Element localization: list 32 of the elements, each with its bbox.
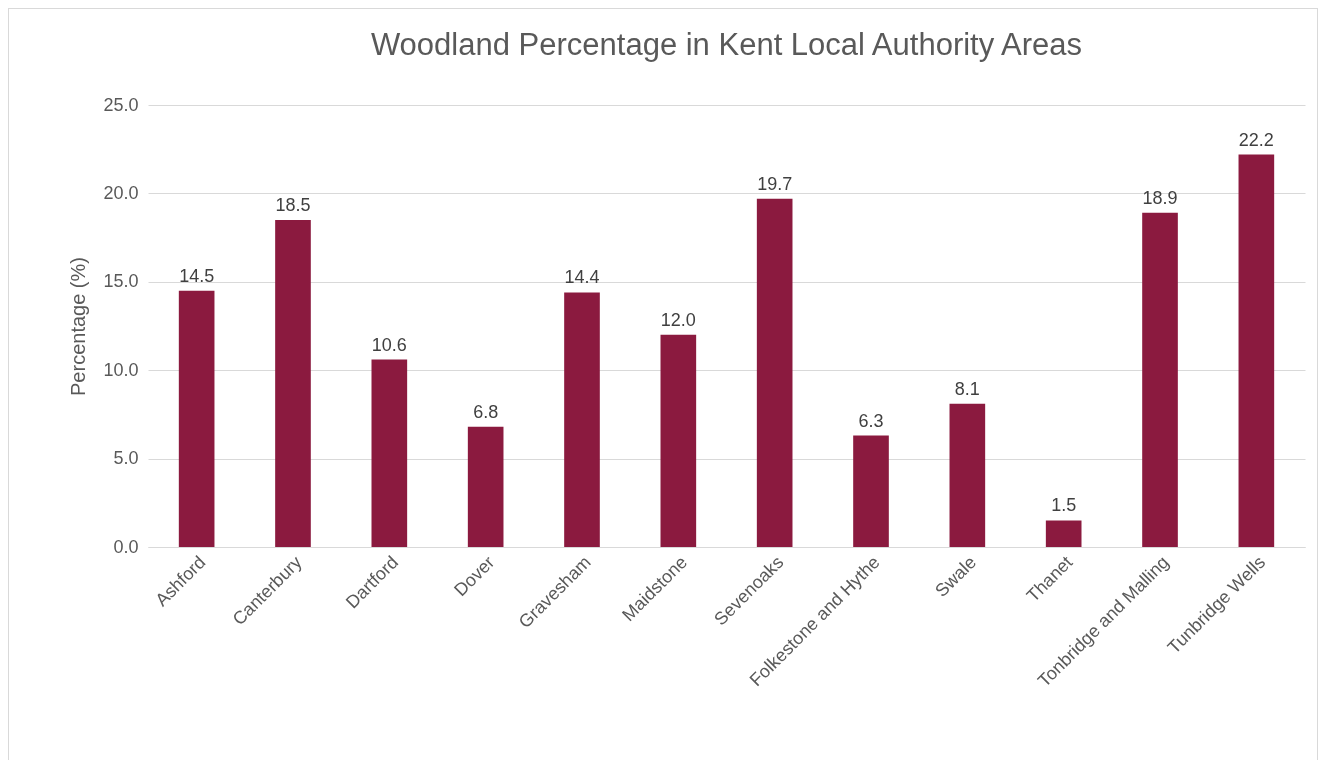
y-tick-label: 10.0 — [103, 359, 139, 380]
data-label: 22.2 — [1238, 129, 1274, 150]
y-tick-label: 0.0 — [113, 536, 139, 557]
bar — [853, 435, 889, 547]
data-label: 14.4 — [564, 267, 600, 288]
bar — [1045, 520, 1082, 547]
bar — [1238, 154, 1275, 547]
data-label: 1.5 — [1051, 495, 1077, 516]
y-tick-label: 15.0 — [103, 271, 139, 292]
bar — [949, 403, 986, 547]
bar — [275, 219, 311, 547]
data-label: 18.5 — [275, 194, 311, 215]
bar — [564, 292, 600, 547]
data-label: 14.5 — [179, 265, 215, 286]
chart-title: Woodland Percentage in Kent Local Authority Areas — [370, 27, 1083, 62]
data-label: 12.0 — [660, 309, 696, 330]
bar — [660, 334, 697, 547]
y-tick-label: 20.0 — [103, 182, 139, 203]
bar — [467, 426, 504, 547]
bar — [1142, 212, 1178, 547]
y-tick-label: 25.0 — [103, 94, 139, 115]
data-label: 19.7 — [757, 173, 793, 194]
data-label: 6.8 — [473, 401, 499, 422]
y-tick-label: 5.0 — [113, 448, 139, 469]
data-label: 18.9 — [1142, 187, 1178, 208]
data-label: 8.1 — [954, 378, 980, 399]
bar — [371, 359, 408, 547]
data-label: 10.6 — [371, 334, 407, 355]
bar — [178, 290, 215, 547]
y-axis-title: Percentage (%) — [67, 257, 90, 396]
data-label: 6.3 — [858, 410, 884, 431]
bar — [756, 198, 793, 547]
